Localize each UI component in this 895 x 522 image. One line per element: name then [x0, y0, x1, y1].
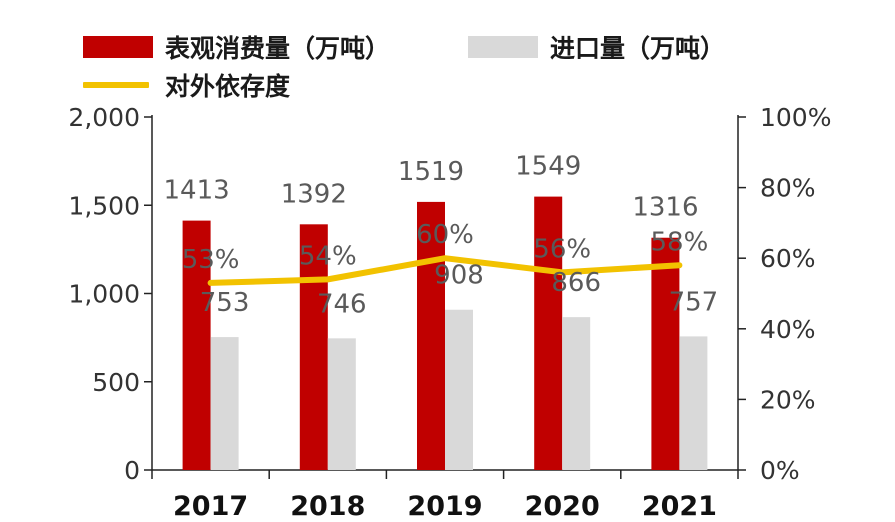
legend-swatch-consumption — [83, 36, 153, 58]
bar-consumption — [534, 196, 563, 470]
right-tick-label: 100% — [760, 103, 831, 132]
left-tick-label: 2,000 — [68, 103, 140, 132]
bar-imports — [679, 336, 708, 470]
data-label-consumption: 1316 — [632, 193, 698, 223]
legend-label-dependency: 对外依存度 — [165, 72, 291, 101]
bar-consumption — [417, 201, 445, 471]
x-tick-label: 2017 — [173, 491, 248, 522]
left-tick-label: 1,000 — [68, 280, 140, 309]
bar-consumption — [651, 237, 680, 470]
bar-consumption — [299, 224, 328, 470]
right-tick-label: 40% — [760, 315, 816, 344]
x-tick-label: 2021 — [642, 491, 717, 522]
legend-swatch-imports — [468, 36, 538, 58]
x-tick-label: 2020 — [525, 491, 600, 522]
legend-item-imports: 进口量（万吨） — [468, 29, 725, 65]
legend-label-imports: 进口量（万吨） — [550, 34, 726, 63]
data-label-dependency: 58% — [651, 227, 709, 257]
right-tick-label: 60% — [760, 244, 816, 273]
data-label-imports: 757 — [669, 287, 719, 317]
data-label-imports: 746 — [317, 289, 367, 319]
data-label-consumption: 1519 — [398, 157, 464, 187]
data-label-consumption: 1392 — [281, 179, 347, 209]
left-tick-label: 1,500 — [68, 191, 140, 220]
x-tick-label: 2019 — [407, 491, 482, 522]
legend-swatch-dependency — [83, 82, 149, 88]
data-label-imports: 866 — [551, 268, 601, 298]
right-tick-label: 0% — [760, 456, 800, 485]
data-label-consumption: 1549 — [515, 152, 581, 182]
data-label-imports: 753 — [200, 288, 250, 318]
data-label-dependency: 60% — [416, 220, 474, 250]
legend-item-consumption: 表观消费量（万吨） — [83, 29, 390, 65]
bar-imports — [562, 317, 591, 470]
legend-label-consumption: 表观消费量（万吨） — [165, 34, 391, 63]
data-label-consumption: 1413 — [164, 176, 230, 206]
right-tick-label: 80% — [760, 174, 816, 203]
data-label-imports: 908 — [434, 261, 484, 291]
data-label-dependency: 56% — [533, 234, 591, 264]
bar-imports — [327, 338, 356, 470]
left-tick-label: 500 — [92, 368, 140, 397]
data-label-dependency: 54% — [299, 241, 357, 271]
bar-imports — [210, 337, 239, 470]
legend-item-dependency: 对外依存度 — [83, 67, 290, 103]
bar-consumption — [182, 220, 211, 470]
left-tick-label: 0 — [124, 456, 140, 485]
bar-imports — [445, 309, 473, 470]
right-tick-label: 20% — [760, 385, 816, 414]
chart-legend: 表观消费量（万吨） 进口量（万吨） 对外依存度 — [0, 0, 895, 110]
data-label-dependency: 53% — [182, 245, 240, 275]
x-tick-label: 2018 — [290, 491, 365, 522]
